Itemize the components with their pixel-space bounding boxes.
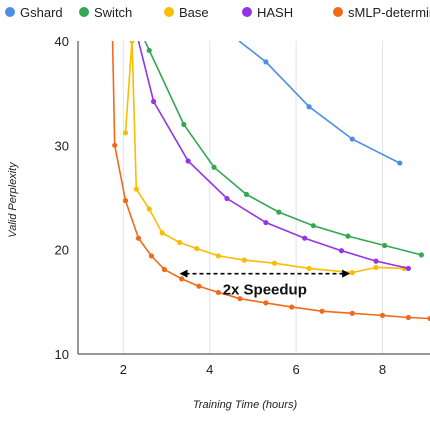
data-point-base bbox=[133, 186, 139, 192]
data-point-gshard bbox=[397, 160, 403, 166]
data-point-smlp-deterministic bbox=[215, 289, 221, 296]
data-point-smlp-deterministic bbox=[237, 296, 243, 302]
data-point-hash bbox=[185, 158, 191, 164]
data-point-base bbox=[194, 246, 200, 252]
series-line-base bbox=[124, 41, 405, 274]
series-smlp-deterministic bbox=[111, 41, 430, 322]
x-tick-label: 4 bbox=[206, 362, 213, 377]
legend-label-switch: Switch bbox=[94, 5, 132, 20]
y-tick-label: 40 bbox=[55, 34, 69, 49]
data-point-smlp-deterministic bbox=[427, 315, 430, 322]
data-point-switch bbox=[146, 47, 152, 53]
data-point-base bbox=[176, 239, 183, 245]
data-point-switch bbox=[276, 209, 282, 215]
legend: Gshard Switch Base HASH sMLP-deterministic bbox=[5, 5, 430, 20]
data-point-smlp-deterministic bbox=[289, 304, 295, 310]
data-point-hash bbox=[263, 219, 269, 226]
axes: 2 4 6 8 10 20 30 40 bbox=[55, 34, 430, 377]
y-tick-label: 30 bbox=[55, 138, 69, 153]
x-tick-label: 8 bbox=[379, 362, 386, 377]
data-point-base bbox=[146, 206, 152, 212]
data-point-smlp-deterministic bbox=[349, 310, 355, 316]
series-line-switch bbox=[144, 41, 422, 256]
legend-label-gshard: Gshard bbox=[20, 5, 63, 20]
legend-label-smlp-deterministic: sMLP-deterministic bbox=[348, 5, 430, 20]
data-point-base bbox=[129, 41, 135, 44]
data-point-base bbox=[215, 253, 221, 259]
series-line-hash bbox=[137, 41, 409, 270]
data-point-smlp-deterministic bbox=[148, 253, 155, 259]
series-switch bbox=[144, 41, 424, 258]
data-point-hash bbox=[150, 98, 157, 105]
data-point-switch bbox=[345, 233, 351, 239]
data-point-smlp-deterministic bbox=[122, 198, 129, 204]
data-point-base bbox=[306, 265, 312, 272]
data-point-smlp-deterministic bbox=[405, 314, 412, 321]
data-point-hash bbox=[224, 195, 230, 202]
y-tick-label: 20 bbox=[55, 243, 69, 258]
data-point-switch bbox=[211, 164, 217, 170]
legend-marker-gshard bbox=[5, 7, 15, 17]
data-point-switch bbox=[382, 242, 388, 249]
data-point-base bbox=[241, 257, 247, 263]
x-tick-label: 2 bbox=[120, 362, 127, 377]
data-point-gshard bbox=[263, 59, 269, 65]
series-hash bbox=[137, 41, 412, 272]
data-point-smlp-deterministic bbox=[112, 142, 118, 148]
data-point-gshard bbox=[306, 104, 312, 110]
speedup-arrow-head-left bbox=[179, 269, 188, 278]
legend-marker-switch bbox=[79, 7, 89, 17]
data-point-smlp-deterministic bbox=[379, 312, 386, 318]
legend-marker-hash bbox=[242, 7, 252, 17]
data-point-smlp-deterministic bbox=[179, 276, 185, 282]
legend-marker-smlp-deterministic bbox=[333, 7, 343, 17]
x-axis-title: Training Time (hours) bbox=[193, 399, 298, 411]
data-point-smlp-deterministic bbox=[196, 283, 202, 289]
data-point-smlp-deterministic bbox=[135, 235, 142, 241]
series-line-gshard bbox=[238, 41, 401, 164]
data-point-smlp-deterministic bbox=[319, 308, 325, 314]
data-point-switch bbox=[243, 191, 250, 197]
legend-label-hash: HASH bbox=[257, 5, 293, 20]
legend-marker-base bbox=[164, 7, 174, 17]
data-point-base bbox=[159, 230, 165, 236]
data-point-smlp-deterministic bbox=[263, 300, 269, 306]
x-tick-label: 6 bbox=[292, 362, 299, 377]
series-gshard bbox=[238, 41, 403, 166]
data-point-switch bbox=[418, 252, 424, 258]
data-point-hash bbox=[405, 265, 412, 272]
annotation: 2x Speedup bbox=[179, 269, 351, 299]
data-point-base bbox=[349, 270, 355, 276]
data-point-smlp-deterministic bbox=[161, 266, 167, 273]
speedup-arrow-head-right bbox=[342, 269, 351, 278]
data-point-hash bbox=[338, 248, 345, 254]
y-tick-label: 10 bbox=[55, 347, 69, 362]
data-point-base bbox=[373, 264, 379, 271]
legend-label-base: Base bbox=[179, 5, 209, 20]
data-point-base bbox=[271, 260, 278, 266]
data-point-switch bbox=[181, 121, 187, 128]
speedup-label: 2x Speedup bbox=[223, 282, 307, 299]
y-axis-title: Valid Perplexity bbox=[7, 161, 19, 238]
data-point-switch bbox=[310, 223, 316, 229]
data-point-hash bbox=[373, 258, 379, 264]
data-point-gshard bbox=[349, 136, 355, 142]
data-point-base bbox=[122, 130, 129, 136]
data-point-hash bbox=[302, 235, 308, 241]
